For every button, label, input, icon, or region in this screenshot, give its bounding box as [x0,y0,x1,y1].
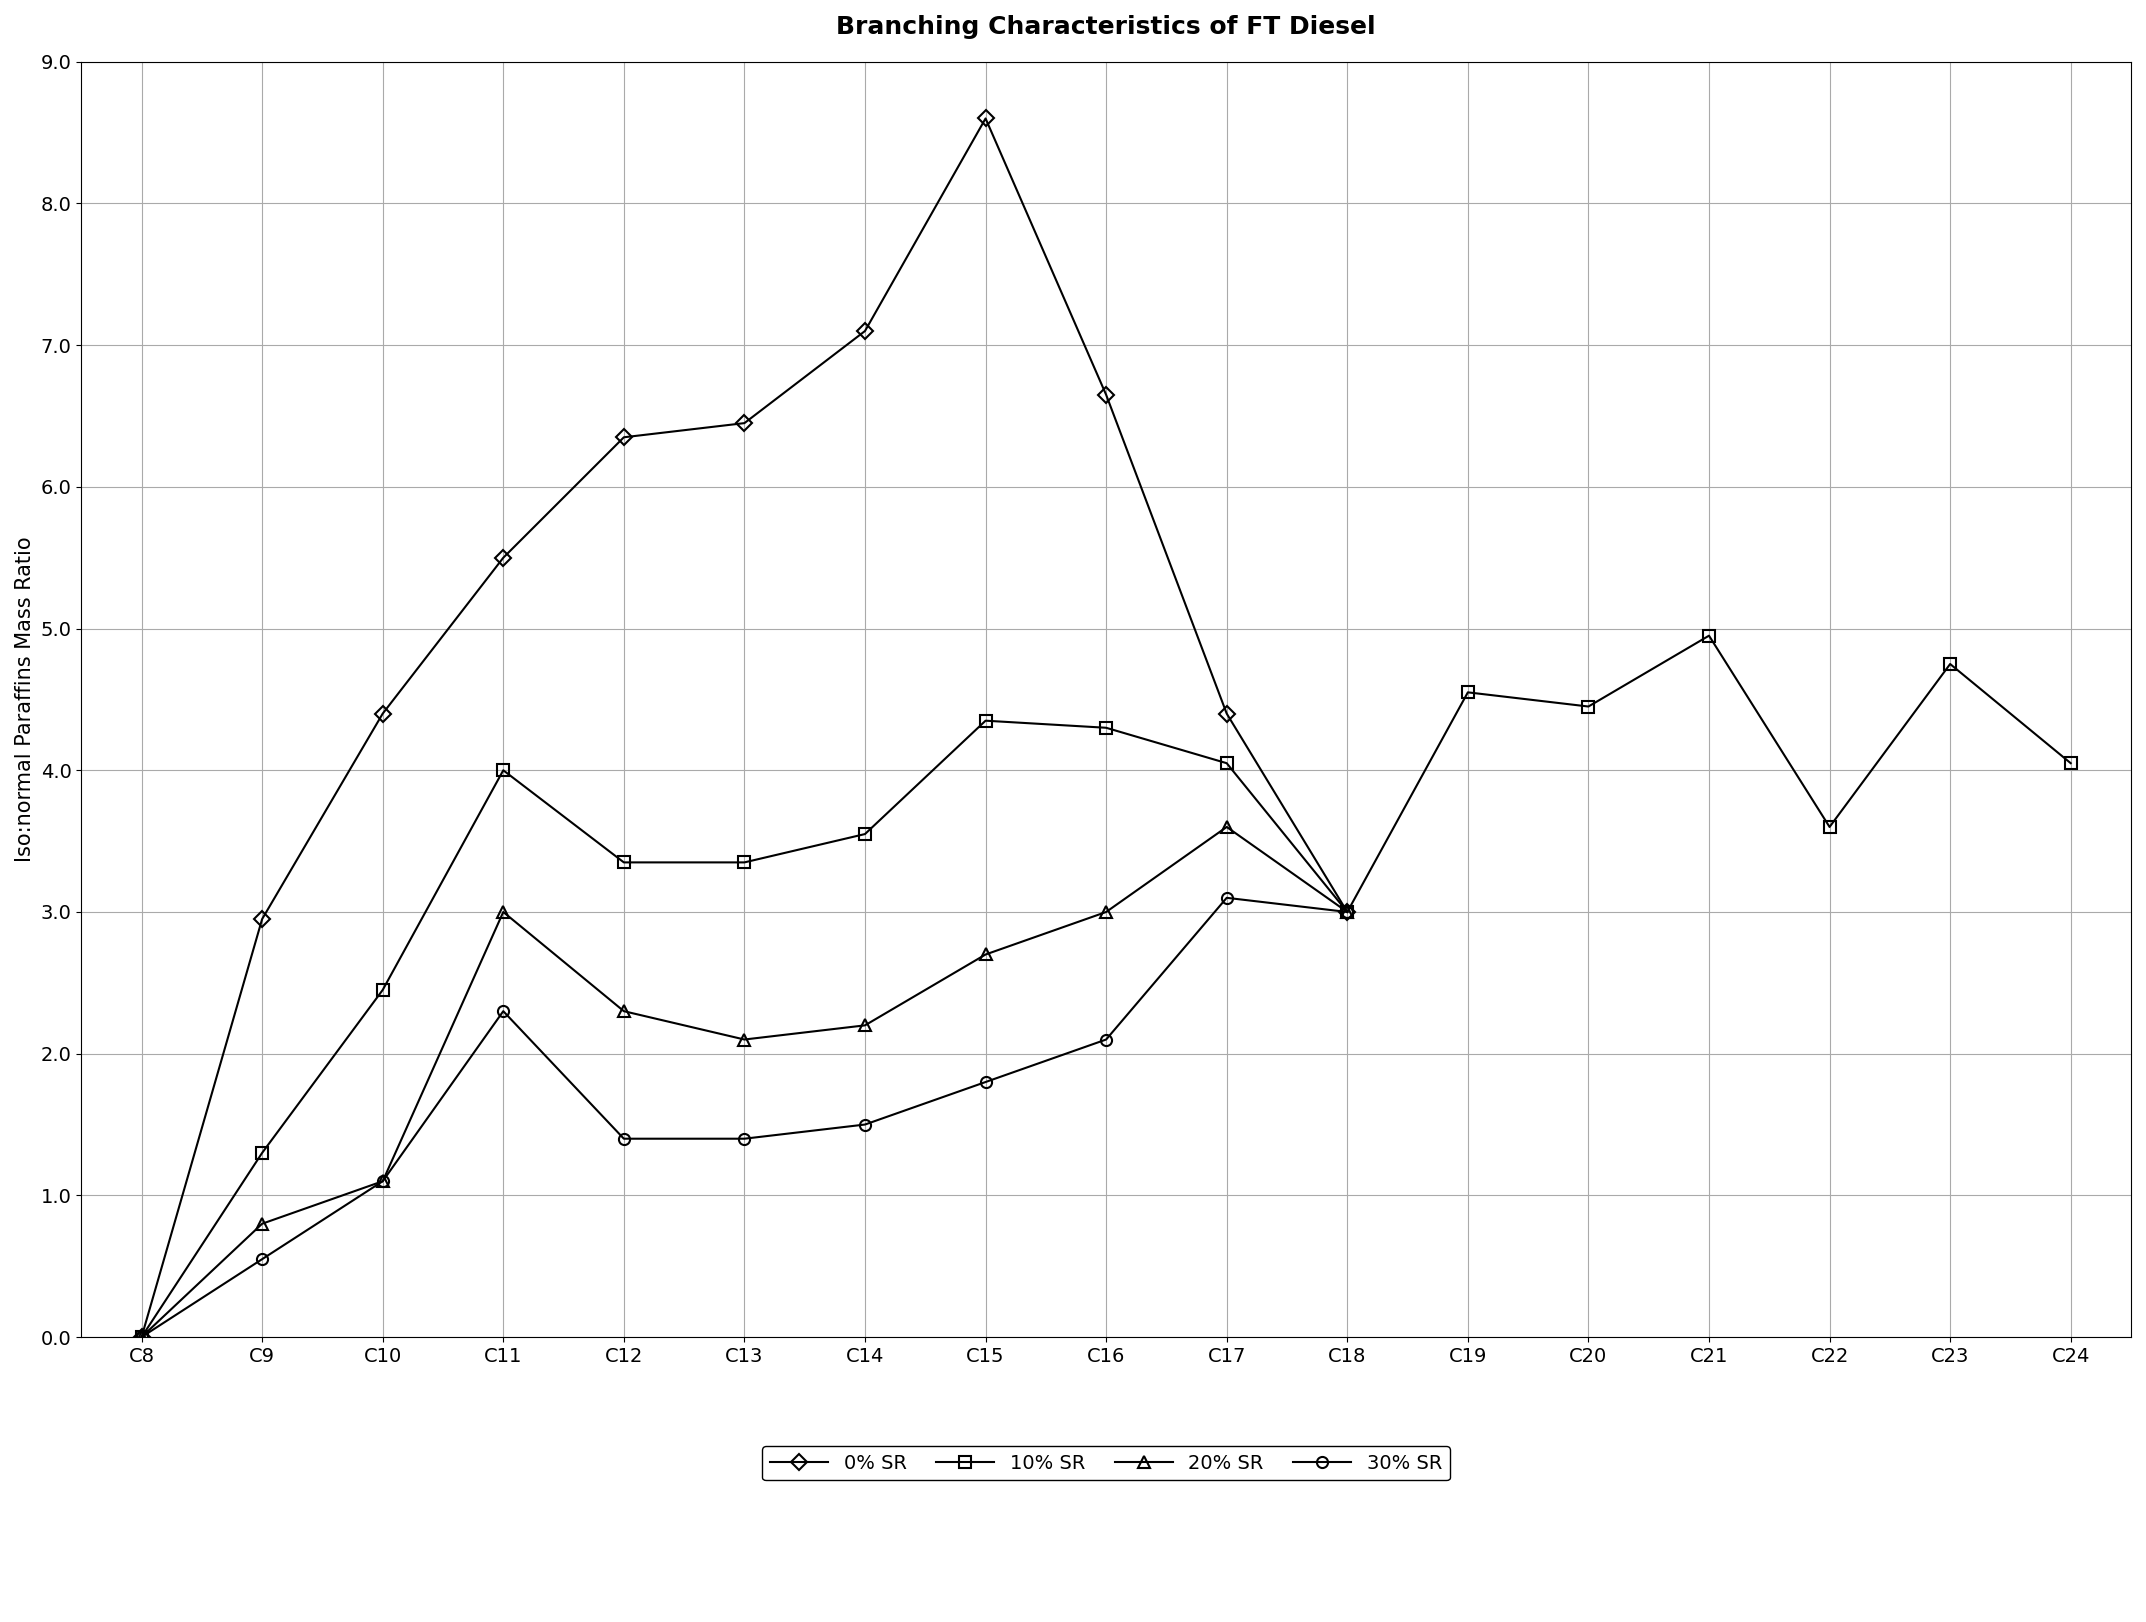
20% SR [972,944,998,963]
Title: Branching Characteristics of FT Diesel: Branching Characteristics of FT Diesel [837,15,1376,39]
10% SR [1455,683,1481,702]
30% SR [1335,902,1361,921]
30% SR [1215,889,1240,908]
10% SR [1335,902,1361,921]
30% SR [732,1129,758,1148]
0% SR [612,428,637,448]
20% SR [1092,902,1118,921]
10% SR [369,980,395,999]
Line: 20% SR: 20% SR [135,821,1352,1343]
20% SR [129,1327,155,1346]
0% SR [1215,704,1240,723]
10% SR [1092,719,1118,738]
10% SR [1215,754,1240,774]
0% SR [369,704,395,723]
Line: 30% SR: 30% SR [135,892,1352,1343]
20% SR [612,1001,637,1020]
20% SR [249,1213,275,1233]
Line: 10% SR: 10% SR [135,629,2077,1343]
20% SR [491,902,517,921]
30% SR [1092,1030,1118,1049]
0% SR [972,109,998,128]
20% SR [732,1030,758,1049]
Legend: 0% SR, 10% SR, 20% SR, 30% SR: 0% SR, 10% SR, 20% SR, 30% SR [762,1445,1451,1481]
30% SR [852,1114,878,1134]
0% SR [1335,902,1361,921]
30% SR [972,1072,998,1092]
0% SR [732,414,758,433]
30% SR [612,1129,637,1148]
10% SR [1818,817,1843,837]
10% SR [249,1144,275,1163]
10% SR [1695,626,1721,646]
20% SR [1335,902,1361,921]
30% SR [249,1249,275,1268]
10% SR [732,853,758,873]
30% SR [491,1001,517,1020]
Y-axis label: Iso:normal Paraffins Mass Ratio: Iso:normal Paraffins Mass Ratio [15,537,34,863]
10% SR [1938,654,1964,673]
20% SR [1215,817,1240,837]
30% SR [369,1171,395,1191]
10% SR [491,761,517,780]
0% SR [249,910,275,929]
0% SR [1092,384,1118,404]
0% SR [129,1327,155,1346]
10% SR [129,1327,155,1346]
20% SR [852,1015,878,1035]
0% SR [491,548,517,568]
30% SR [129,1327,155,1346]
10% SR [1575,697,1601,717]
20% SR [369,1171,395,1191]
10% SR [2058,754,2084,774]
10% SR [972,710,998,730]
Line: 0% SR: 0% SR [135,114,1352,1343]
0% SR [852,321,878,341]
10% SR [612,853,637,873]
10% SR [852,824,878,843]
